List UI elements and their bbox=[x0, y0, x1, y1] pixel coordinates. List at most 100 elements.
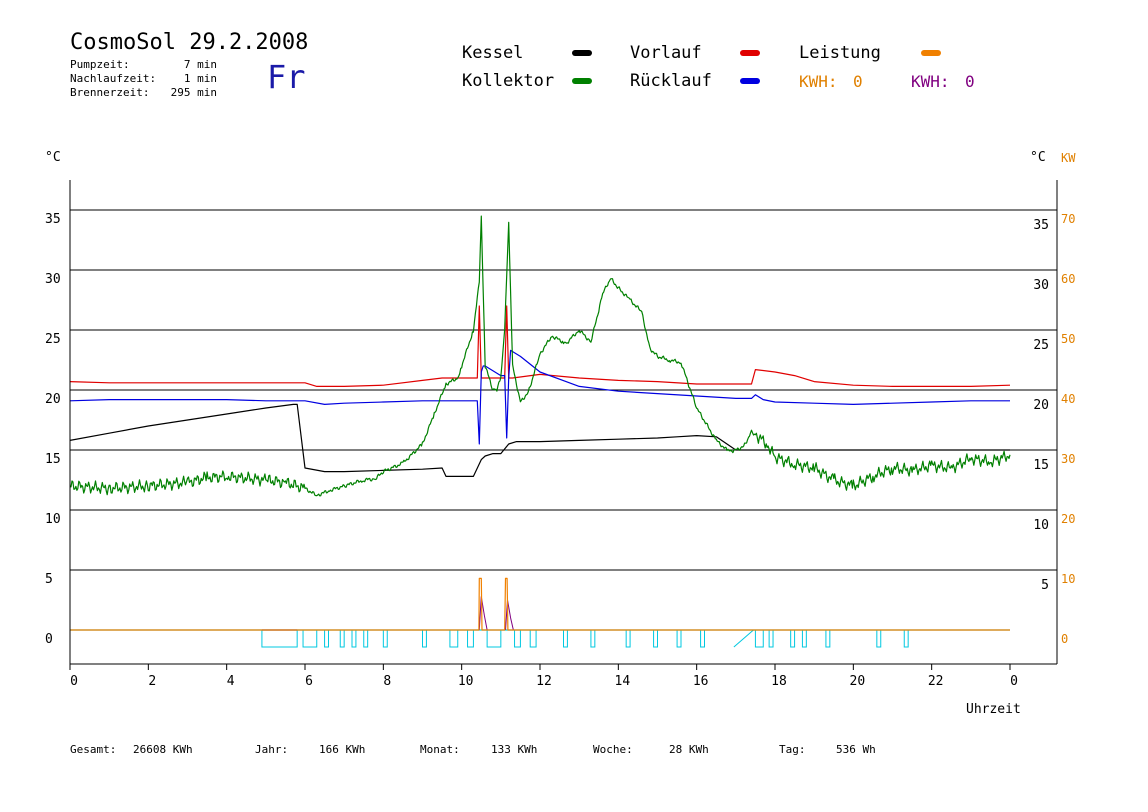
y-left-unit: °C bbox=[45, 150, 61, 165]
kwh-orange-value: 0 bbox=[853, 72, 863, 91]
y-right-tick-label: 25 bbox=[1033, 338, 1049, 353]
footer-label-gesamt: Gesamt: bbox=[70, 743, 117, 756]
kwh-orange-label: KWH: bbox=[799, 72, 838, 91]
y-right-tick-label: 30 bbox=[1033, 278, 1049, 293]
series-line-vorlauf bbox=[69, 305, 1011, 387]
stat-value-nachlaufzeit: 1 min bbox=[183, 72, 217, 85]
y-kw-tick-label: 30 bbox=[1061, 452, 1075, 466]
y-kw-tick-label: 10 bbox=[1061, 572, 1075, 586]
y-right-unit: °C bbox=[1030, 150, 1046, 165]
x-tick-label: 12 bbox=[536, 674, 552, 689]
footer-label-tag: Tag: bbox=[779, 743, 806, 756]
footer-label-monat: Monat: bbox=[420, 743, 460, 756]
legend-label-kessel: Kessel bbox=[462, 43, 524, 63]
x-tick-label: 6 bbox=[305, 674, 313, 689]
x-tick-label: 0 bbox=[1010, 674, 1018, 689]
y-kw-tick-label: 0 bbox=[1061, 632, 1068, 646]
y-left-tick-label: 30 bbox=[45, 272, 61, 287]
pump-pulse bbox=[339, 629, 345, 648]
x-axis-title: Uhrzeit bbox=[966, 702, 1021, 717]
footer-value-tag: 536 Wh bbox=[836, 743, 876, 756]
y-right-tick-label: 35 bbox=[1033, 218, 1049, 233]
purple-power-spike bbox=[478, 596, 488, 631]
pump-pulse bbox=[529, 629, 537, 648]
pump-pulse bbox=[625, 629, 631, 648]
stat-value-brennerzeit: 295 min bbox=[170, 86, 217, 99]
y-kw-tick-label: 40 bbox=[1061, 392, 1075, 406]
legend-swatch-kessel bbox=[572, 50, 592, 56]
x-tick-label: 8 bbox=[383, 674, 391, 689]
stat-value-pumpzeit: 7 min bbox=[183, 58, 217, 71]
y-left-tick-label: 10 bbox=[45, 512, 61, 527]
pump-pulse bbox=[261, 629, 298, 648]
pump-pulse bbox=[653, 629, 658, 648]
y-right-tick-label: 10 bbox=[1033, 518, 1049, 533]
pump-pulse bbox=[324, 629, 330, 648]
x-tick-label: 18 bbox=[771, 674, 787, 689]
y-left-tick-label: 20 bbox=[45, 392, 61, 407]
pump-pulse bbox=[422, 629, 427, 648]
pump-pulse bbox=[676, 629, 682, 648]
pump-pulse bbox=[449, 629, 459, 648]
legend-swatch-leistung bbox=[921, 50, 941, 56]
x-tick-label: 14 bbox=[615, 674, 631, 689]
purple-power-spike bbox=[505, 599, 514, 631]
weekday-label: Fr bbox=[267, 58, 306, 96]
kwh-purple-label: KWH: bbox=[911, 72, 950, 91]
y-left-tick-label: 35 bbox=[45, 212, 61, 227]
y-right-tick-label: 15 bbox=[1033, 458, 1049, 473]
y-right-tick-label: 5 bbox=[1041, 578, 1049, 593]
legend-swatch-ruecklauf bbox=[740, 78, 760, 84]
series-line-kollektor bbox=[69, 215, 1011, 497]
legend-label-ruecklauf: Rücklauf bbox=[630, 71, 712, 91]
series-line-leistung bbox=[70, 577, 1010, 631]
pump-pulse bbox=[563, 629, 568, 648]
kwh-purple-value: 0 bbox=[965, 72, 975, 91]
x-tick-label: 2 bbox=[148, 674, 156, 689]
footer-value-woche: 28 KWh bbox=[669, 743, 709, 756]
pump-pulse bbox=[754, 629, 764, 648]
legend-swatch-kollektor bbox=[572, 78, 592, 84]
y-kw-tick-label: 70 bbox=[1061, 212, 1075, 226]
stat-label-pumpzeit: Pumpzeit: bbox=[70, 58, 130, 71]
footer-label-woche: Woche: bbox=[593, 743, 633, 756]
pump-pulse bbox=[790, 629, 796, 648]
legend-label-leistung: Leistung bbox=[799, 43, 881, 63]
pump-pulse bbox=[467, 629, 474, 648]
pump-pulse bbox=[363, 629, 369, 648]
pump-pulse bbox=[700, 629, 705, 648]
y-kw-unit: KW bbox=[1061, 151, 1076, 165]
legend-swatch-vorlauf bbox=[740, 50, 760, 56]
pump-pulse bbox=[876, 629, 882, 648]
pump-pulse bbox=[486, 629, 502, 648]
series-line-kessel bbox=[69, 403, 1010, 477]
pump-pulse bbox=[382, 629, 388, 648]
pump-pulse bbox=[825, 629, 831, 648]
footer-value-gesamt: 26608 KWh bbox=[133, 743, 193, 756]
y-left-tick-label: 25 bbox=[45, 332, 61, 347]
legend-label-kollektor: Kollektor bbox=[462, 71, 555, 91]
x-tick-label: 4 bbox=[227, 674, 235, 689]
x-tick-label: 20 bbox=[850, 674, 866, 689]
y-kw-tick-label: 20 bbox=[1061, 512, 1075, 526]
pump-pulse bbox=[801, 629, 807, 648]
stat-label-brennerzeit: Brennerzeit: bbox=[70, 86, 150, 99]
y-left-tick-label: 0 bbox=[45, 632, 53, 647]
pump-pulse bbox=[514, 629, 521, 648]
footer-value-jahr: 166 KWh bbox=[319, 743, 366, 756]
chart-title: CosmoSol 29.2.2008 bbox=[70, 30, 309, 55]
series-line-ruecklauf bbox=[69, 349, 1010, 445]
y-kw-tick-label: 50 bbox=[1061, 332, 1075, 346]
pump-ramp bbox=[733, 629, 754, 648]
pump-pulse bbox=[302, 629, 318, 648]
stat-label-nachlaufzeit: Nachlaufzeit: bbox=[70, 72, 157, 85]
y-kw-tick-label: 60 bbox=[1061, 272, 1075, 286]
footer-value-monat: 133 KWh bbox=[491, 743, 538, 756]
x-tick-label: 22 bbox=[928, 674, 944, 689]
pump-pulse bbox=[590, 629, 596, 648]
footer-label-jahr: Jahr: bbox=[255, 743, 289, 756]
x-tick-label: 0 bbox=[70, 674, 78, 689]
pump-pulse bbox=[768, 629, 774, 648]
x-tick-label: 16 bbox=[693, 674, 709, 689]
